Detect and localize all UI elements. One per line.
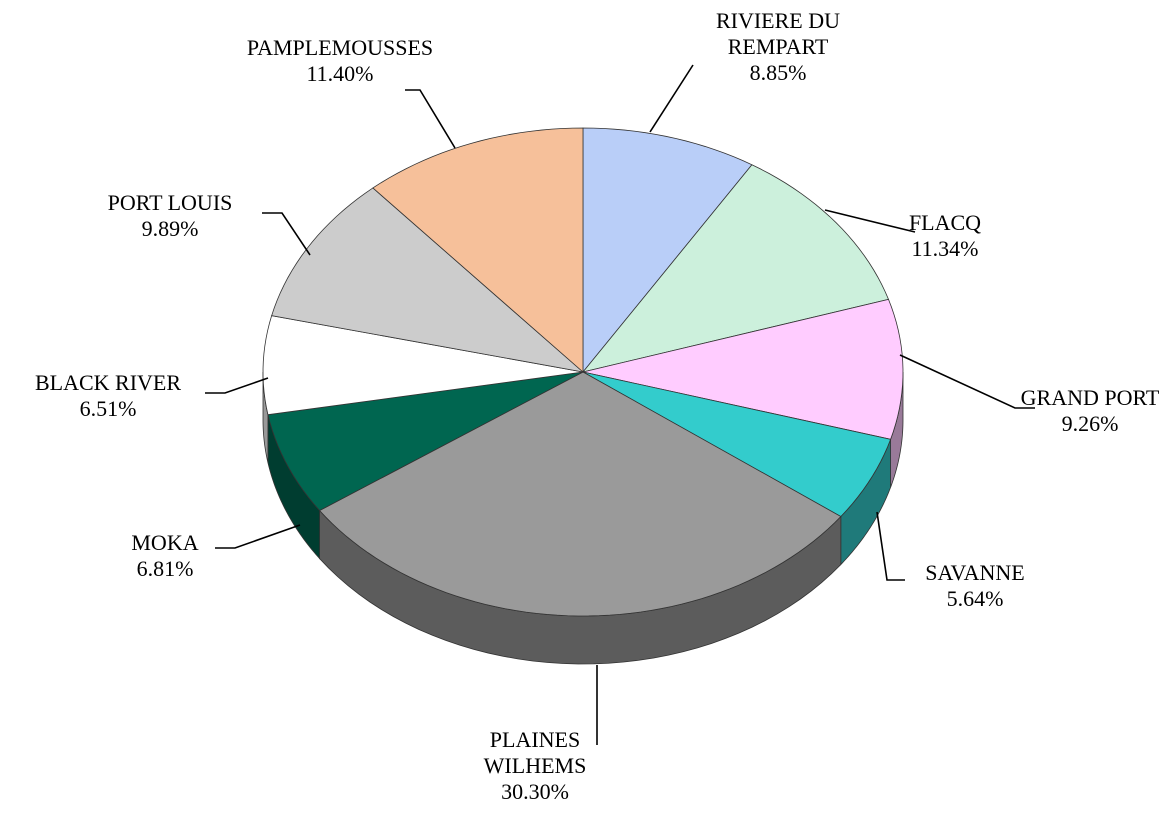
slice bbox=[271, 187, 585, 373]
value-label: 9.26% bbox=[1061, 411, 1119, 436]
value-label: 8.85% bbox=[749, 60, 807, 85]
leader-line bbox=[262, 212, 311, 256]
category-label: PLAINES WILHEMS bbox=[483, 727, 587, 778]
leader-line bbox=[899, 354, 1035, 409]
slice bbox=[582, 371, 892, 518]
category-label: PAMPLEMOUSSES bbox=[246, 35, 434, 60]
value-label: 6.51% bbox=[79, 396, 137, 421]
value-label: 5.64% bbox=[946, 586, 1004, 611]
slice bbox=[582, 127, 753, 374]
slice-label: RIVIERE DU REMPART 8.85% bbox=[698, 8, 858, 86]
slice-label: PORT LOUIS 9.89% bbox=[80, 190, 260, 242]
leader-line bbox=[876, 511, 905, 581]
category-label: MOKA bbox=[131, 530, 199, 555]
slice bbox=[372, 127, 584, 373]
leader-line bbox=[405, 89, 456, 149]
slice bbox=[318, 371, 842, 617]
category-label: BLACK RIVER bbox=[34, 370, 182, 395]
value-label: 11.34% bbox=[911, 236, 979, 261]
category-label: SAVANNE bbox=[925, 560, 1025, 585]
slice-label: PLAINES WILHEMS 30.30% bbox=[460, 727, 610, 805]
value-label: 30.30% bbox=[501, 779, 569, 804]
category-label: FLACQ bbox=[908, 210, 982, 235]
slice-label: BLACK RIVER 6.51% bbox=[0, 370, 216, 422]
category-label: GRAND PORT bbox=[1020, 385, 1160, 410]
slice bbox=[582, 298, 904, 440]
value-label: 9.89% bbox=[141, 216, 199, 241]
value-label: 6.81% bbox=[136, 556, 194, 581]
slice-label: PAMPLEMOUSSES 11.40% bbox=[230, 35, 450, 87]
slice-label: FLACQ 11.34% bbox=[880, 210, 1010, 262]
slice-label: MOKA 6.81% bbox=[95, 530, 235, 582]
category-label: RIVIERE DU REMPART bbox=[715, 8, 841, 59]
slice bbox=[581, 164, 890, 373]
slice-label: SAVANNE 5.64% bbox=[900, 560, 1050, 612]
category-label: PORT LOUIS bbox=[107, 190, 233, 215]
slice bbox=[267, 371, 584, 512]
leader-line bbox=[205, 377, 269, 394]
slice-label: GRAND PORT 9.26% bbox=[985, 385, 1176, 437]
leader-line bbox=[215, 524, 301, 549]
leader-line bbox=[824, 209, 916, 233]
slice bbox=[262, 315, 584, 416]
value-label: 11.40% bbox=[306, 61, 374, 86]
leader-line bbox=[649, 64, 694, 133]
